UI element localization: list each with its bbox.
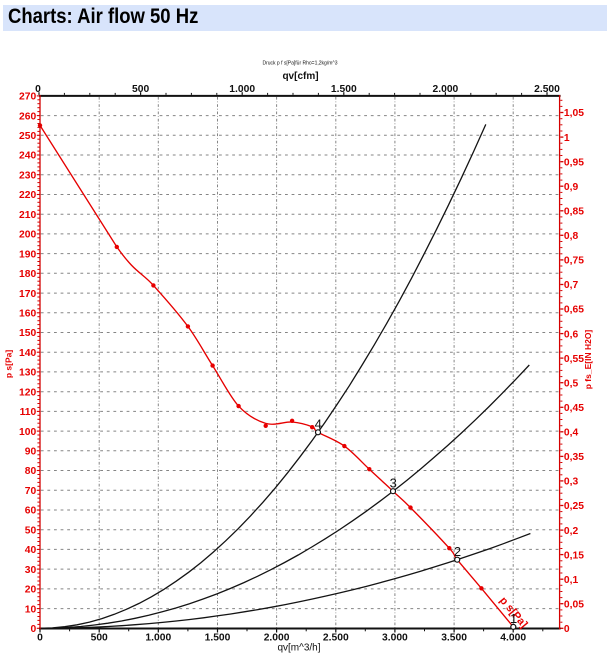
svg-text:0,55: 0,55	[564, 354, 584, 365]
svg-text:0,1: 0,1	[564, 575, 579, 586]
svg-text:2.500: 2.500	[534, 84, 560, 95]
svg-text:20: 20	[25, 585, 37, 596]
svg-text:Druck p f s[Pa]für Rho=1,2kg/m: Druck p f s[Pa]für Rho=1,2kg/m^3	[262, 61, 337, 67]
svg-text:1: 1	[564, 133, 570, 144]
svg-text:0,6: 0,6	[564, 329, 579, 340]
svg-text:1.000: 1.000	[229, 84, 255, 95]
svg-text:10: 10	[25, 604, 37, 615]
svg-text:190: 190	[19, 249, 36, 260]
svg-text:qv[m^3/h]: qv[m^3/h]	[277, 642, 320, 653]
svg-text:0,15: 0,15	[564, 550, 584, 561]
svg-text:270: 270	[19, 92, 36, 103]
svg-text:130: 130	[19, 368, 36, 379]
svg-text:260: 260	[19, 111, 36, 122]
svg-text:70: 70	[25, 486, 37, 497]
svg-text:0,25: 0,25	[564, 501, 584, 512]
svg-text:100: 100	[19, 427, 36, 438]
svg-text:2: 2	[454, 544, 461, 559]
svg-text:120: 120	[19, 387, 36, 398]
svg-text:0,05: 0,05	[564, 599, 584, 610]
svg-text:240: 240	[19, 151, 36, 162]
svg-text:210: 210	[19, 210, 36, 221]
svg-text:3.000: 3.000	[382, 633, 408, 644]
svg-text:3.500: 3.500	[441, 633, 467, 644]
svg-text:0: 0	[30, 624, 36, 635]
svg-text:0: 0	[35, 84, 41, 95]
svg-text:0,75: 0,75	[564, 256, 584, 267]
svg-text:1,05: 1,05	[564, 108, 584, 119]
svg-text:80: 80	[25, 466, 37, 477]
svg-text:0,95: 0,95	[564, 157, 584, 168]
svg-text:0: 0	[37, 633, 43, 644]
svg-text:110: 110	[20, 407, 37, 418]
svg-text:90: 90	[25, 447, 37, 458]
svg-text:0,5: 0,5	[564, 378, 579, 389]
svg-text:40: 40	[25, 545, 37, 556]
svg-text:220: 220	[19, 190, 36, 201]
svg-text:0,45: 0,45	[564, 403, 584, 414]
svg-text:180: 180	[19, 269, 36, 280]
svg-text:qv[cfm]: qv[cfm]	[282, 71, 318, 82]
svg-text:0,85: 0,85	[564, 207, 584, 218]
svg-text:2.000: 2.000	[264, 633, 290, 644]
svg-text:150: 150	[19, 328, 36, 339]
svg-text:3: 3	[390, 475, 397, 490]
svg-text:230: 230	[19, 170, 36, 181]
svg-text:250: 250	[19, 131, 36, 142]
svg-text:60: 60	[25, 506, 37, 517]
svg-text:0,2: 0,2	[564, 526, 579, 537]
svg-text:500: 500	[132, 84, 149, 95]
svg-text:4.000: 4.000	[500, 633, 526, 644]
svg-text:160: 160	[19, 309, 36, 320]
svg-text:4: 4	[315, 417, 322, 432]
svg-text:0,8: 0,8	[564, 231, 579, 242]
svg-text:30: 30	[25, 565, 37, 576]
svg-text:1.500: 1.500	[205, 633, 231, 644]
svg-text:1.000: 1.000	[145, 633, 171, 644]
svg-text:p fs_E[IN H2O]: p fs_E[IN H2O]	[583, 330, 593, 390]
svg-text:1.500: 1.500	[331, 84, 357, 95]
svg-text:50: 50	[25, 525, 37, 536]
svg-text:200: 200	[19, 230, 36, 241]
svg-text:2.500: 2.500	[323, 633, 349, 644]
svg-text:170: 170	[19, 289, 36, 300]
svg-text:0,35: 0,35	[564, 452, 584, 463]
svg-text:0: 0	[564, 624, 570, 635]
svg-text:500: 500	[91, 633, 108, 644]
svg-text:p s[Pa]: p s[Pa]	[4, 350, 14, 379]
svg-text:2.000: 2.000	[433, 84, 459, 95]
svg-text:0,4: 0,4	[564, 428, 579, 439]
svg-text:1: 1	[510, 611, 517, 626]
svg-text:0,65: 0,65	[564, 305, 584, 316]
svg-text:0,3: 0,3	[564, 477, 579, 488]
svg-text:0,9: 0,9	[564, 182, 579, 193]
svg-text:140: 140	[19, 348, 36, 359]
svg-text:0,7: 0,7	[564, 280, 579, 291]
